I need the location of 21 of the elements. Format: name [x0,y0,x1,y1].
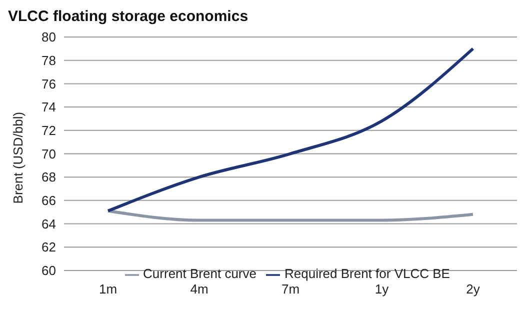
legend-label: Required Brent for VLCC BE [284,266,450,282]
chart-title: VLCC floating storage economics [8,8,250,25]
y-tick-label: 64 [42,216,56,232]
x-tick-label: 2y [466,282,480,297]
y-tick-label: 72 [42,122,56,138]
x-tick-label: 4m [190,282,208,297]
y-tick-label: 62 [42,240,56,255]
legend-label: Current Brent curve [143,266,256,282]
y-tick-label: 60 [42,263,56,278]
y-tick-label: 76 [42,76,56,92]
x-tick-label: 1y [374,282,390,297]
y-tick-label: 78 [42,52,56,68]
y-axis-title: Brent (USD/bbl) [10,112,26,204]
x-tick-label: 1m [98,282,118,297]
y-tick-label: 70 [42,146,56,162]
y-tick-label: 66 [42,193,56,208]
y-tick-label: 68 [42,170,56,185]
line-series [106,47,474,212]
y-tick-label: 80 [42,30,56,45]
x-tick-label: 7m [281,282,300,297]
y-tick-label: 74 [42,100,56,115]
